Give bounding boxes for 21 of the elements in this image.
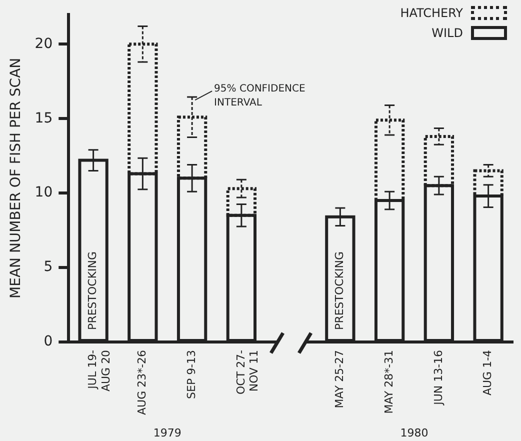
x-tick-label: JUL 19- AUG 20 — [86, 350, 112, 392]
y-tick-label: 15 — [34, 110, 53, 126]
annotation: PRESTOCKING — [86, 251, 100, 330]
x-tick-label: MAY 25-27 — [333, 350, 346, 408]
x-tick-label: AUG 1-4 — [481, 350, 494, 396]
y-tick-label: 0 — [44, 334, 53, 350]
y-tick-label: 10 — [34, 184, 53, 201]
x-tick-label: JUN 13-16 — [432, 350, 445, 406]
annotation: 95% CONFIDENCE INTERVAL — [214, 84, 306, 109]
annotation: PRESTOCKING — [333, 251, 346, 330]
x-tick-label: SEP 9-13 — [184, 350, 198, 399]
text: 1979 — [153, 426, 182, 440]
legend-label: WILD — [432, 26, 463, 40]
y-tick-label: 5 — [44, 259, 53, 276]
text: 1980 — [400, 426, 428, 440]
x-tick-label: MAY 28*-31 — [382, 350, 396, 414]
legend-label: HATCHERY — [400, 6, 463, 20]
x-tick-label: AUG 23*-26 — [136, 350, 149, 415]
y-tick-label: 20 — [34, 36, 53, 52]
x-tick-label: OCT 27- NOV 11 — [234, 350, 260, 394]
y-axis-title: MEAN NUMBER OF FISH PER SCAN — [8, 58, 24, 298]
